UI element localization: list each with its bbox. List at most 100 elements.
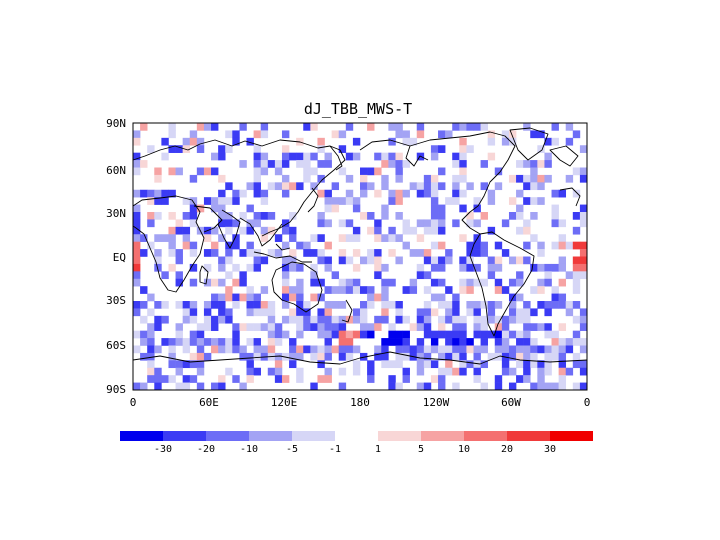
- field-cell: [579, 360, 588, 369]
- field-cell: [203, 338, 212, 346]
- field-cell: [147, 352, 155, 361]
- field-cell: [274, 323, 283, 331]
- field-cell: [508, 278, 517, 287]
- field-cell: [551, 301, 559, 309]
- field-cell: [473, 278, 481, 287]
- map-border: [132, 122, 588, 391]
- field-cell: [352, 152, 361, 161]
- field-cell: [182, 301, 191, 309]
- field-cell: [289, 360, 297, 369]
- field-cell: [367, 167, 375, 176]
- field-cell: [452, 219, 460, 228]
- field-cell: [374, 234, 382, 242]
- field-cell: [317, 189, 325, 198]
- field-cell: [430, 360, 439, 369]
- field-cell: [196, 137, 205, 146]
- field-cell: [544, 174, 552, 183]
- field-cell: [367, 330, 375, 339]
- field-cell: [395, 123, 403, 131]
- field-cell: [232, 189, 240, 198]
- field-cell: [260, 160, 269, 168]
- field-cell: [203, 315, 212, 324]
- field-cell: [267, 212, 276, 220]
- field-cell: [523, 352, 531, 361]
- field-cell: [551, 189, 559, 198]
- field-cell: [324, 352, 332, 361]
- field-cell: [565, 367, 574, 376]
- field-cell: [381, 182, 389, 191]
- field-cell: [544, 160, 552, 168]
- field-cell: [225, 315, 233, 324]
- field-cell: [253, 130, 261, 139]
- field-cell: [360, 212, 368, 220]
- field-cell: [445, 256, 453, 265]
- field-cell: [572, 271, 581, 280]
- field-cell: [253, 145, 261, 153]
- field-cell: [459, 152, 467, 161]
- field-cell: [480, 249, 488, 257]
- field-cell: [459, 323, 467, 331]
- field-cell: [388, 189, 396, 198]
- field-cell: [402, 226, 410, 235]
- field-cell: [289, 212, 297, 220]
- field-cell: [494, 330, 503, 339]
- field-cell: [161, 315, 169, 324]
- field-cell: [296, 367, 304, 376]
- field-cell: [182, 375, 191, 383]
- field-cell: [572, 189, 581, 198]
- field-cell: [140, 352, 148, 361]
- field-cell: [501, 338, 510, 346]
- field-cell: [423, 271, 432, 280]
- field-cell: [374, 226, 382, 235]
- field-cell: [260, 286, 269, 294]
- field-cell: [281, 301, 290, 309]
- field-cell: [523, 367, 531, 376]
- field-cell: [416, 271, 425, 280]
- map-frame: [132, 122, 588, 391]
- field-cell: [154, 249, 162, 257]
- field-cell: [175, 330, 183, 339]
- field-cell: [530, 345, 538, 354]
- field-cell: [516, 204, 524, 213]
- field-cell: [281, 219, 290, 228]
- field-cell: [558, 234, 567, 242]
- field-cell: [196, 167, 205, 176]
- field-cell: [466, 123, 474, 131]
- field-cell: [239, 382, 247, 391]
- field-cell: [154, 323, 162, 331]
- field-cell: [189, 301, 198, 309]
- field-cell: [487, 352, 496, 361]
- field-cell: [494, 375, 503, 383]
- field-cell: [508, 130, 517, 139]
- field-cell: [388, 249, 396, 257]
- field-cell: [296, 286, 304, 294]
- field-cell: [487, 152, 496, 161]
- field-cell: [246, 308, 254, 317]
- field-cell: [317, 330, 325, 339]
- field-cell: [154, 167, 162, 176]
- field-cell: [579, 249, 588, 257]
- field-cell: [395, 360, 403, 369]
- field-cell: [345, 315, 354, 324]
- field-cell: [367, 212, 375, 220]
- field-cell: [409, 278, 418, 287]
- field-cell: [551, 286, 559, 294]
- field-cell: [218, 338, 226, 346]
- field-cell: [225, 145, 233, 153]
- field-cell: [501, 219, 510, 228]
- field-cell: [281, 152, 290, 161]
- field-cell: [438, 256, 446, 265]
- field-cell: [274, 375, 283, 383]
- field-cell: [154, 367, 162, 376]
- field-cell: [480, 338, 488, 346]
- field-cell: [558, 278, 567, 287]
- field-cell: [338, 256, 347, 265]
- field-cell: [225, 219, 233, 228]
- field-cell: [260, 212, 269, 220]
- field-cell: [416, 338, 425, 346]
- field-cell: [161, 271, 169, 280]
- field-cell: [381, 212, 389, 220]
- field-cell: [572, 130, 581, 139]
- field-cell: [487, 263, 496, 272]
- field-cell: [516, 338, 524, 346]
